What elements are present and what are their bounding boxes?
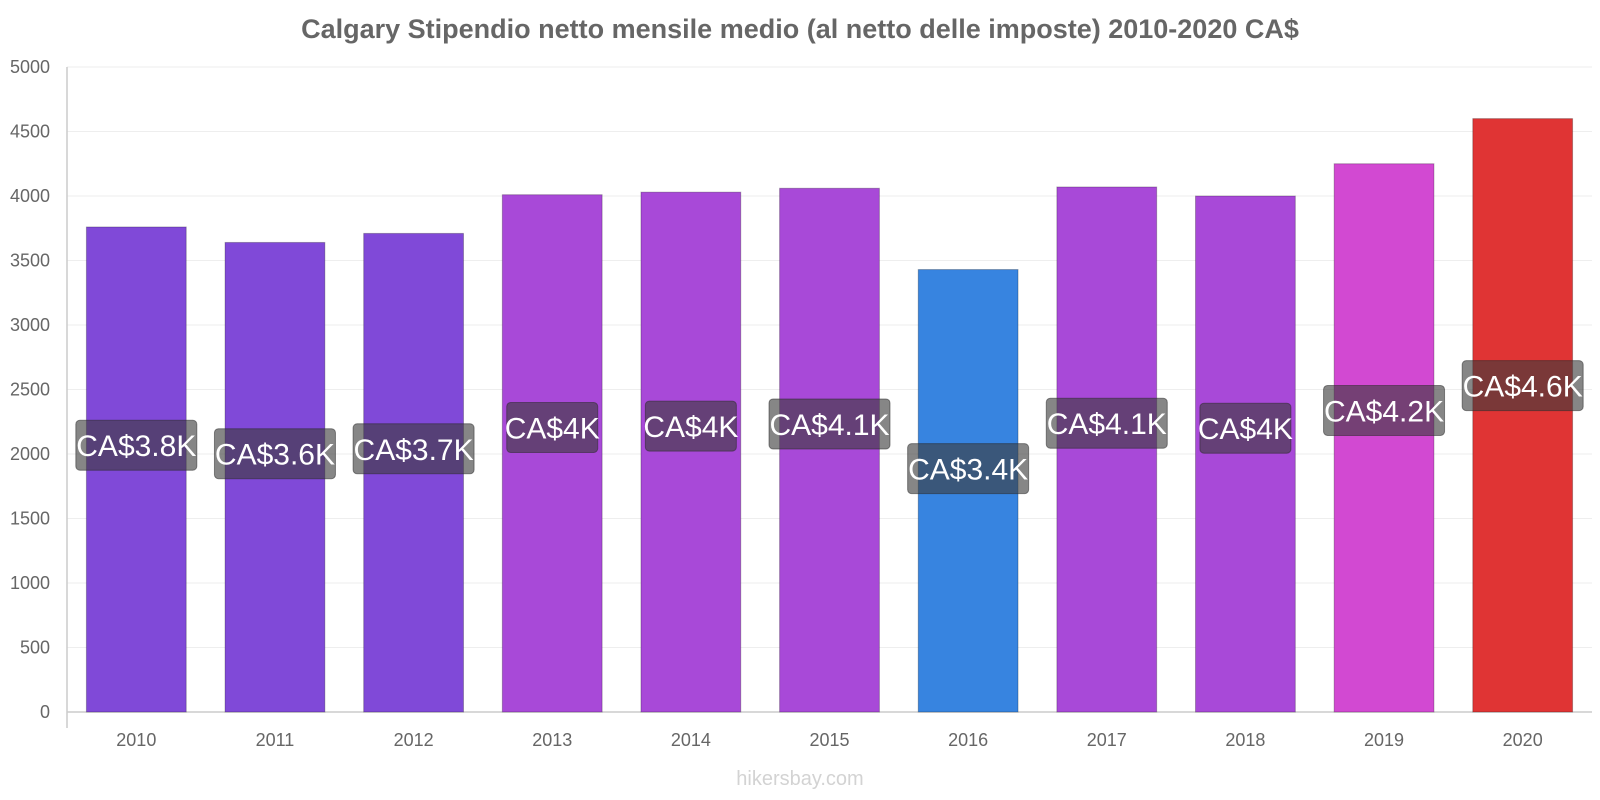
data-label-box xyxy=(768,398,891,450)
x-tick-labels: 2010 2011 2012 2013 2014 2015 2016 2017 2018 2019… xyxy=(116,730,1542,750)
data-label-box xyxy=(1199,402,1292,454)
x-tick-label: 2016 xyxy=(948,730,988,750)
bar[interactable] xyxy=(501,194,603,713)
bar[interactable] xyxy=(1195,195,1296,713)
data-label-box xyxy=(352,423,475,475)
y-tick-labels: 0 500 1000 1500 2000 2500 3000 3500 4000 4500 5000 xyxy=(10,57,50,722)
bar[interactable] xyxy=(1056,186,1158,713)
data-label-box xyxy=(506,401,599,453)
data-label: CA$3.4K xyxy=(908,454,1028,487)
bar[interactable] xyxy=(1472,118,1574,713)
data-label: CA$4.1K xyxy=(769,409,889,442)
data-label-box xyxy=(907,443,1030,495)
footer-credit[interactable]: hikersbay.com xyxy=(736,768,864,790)
data-label-box xyxy=(1045,397,1168,449)
data-label-box xyxy=(644,400,737,452)
data-label: CA$4.6K xyxy=(1463,371,1583,404)
x-tick-label: 2018 xyxy=(1225,730,1265,750)
x-tick-label: 2020 xyxy=(1503,730,1543,750)
chart-title: Calgary Stipendio netto mensile medio (a… xyxy=(301,14,1299,44)
y-tick-label: 2000 xyxy=(10,444,50,464)
data-label-box xyxy=(1461,360,1584,412)
y-tick-label: 3000 xyxy=(10,315,50,335)
y-tick-label: 4500 xyxy=(10,122,50,142)
data-label: CA$4K xyxy=(505,412,600,445)
x-tick-label: 2011 xyxy=(256,730,295,750)
x-tick-label: 2017 xyxy=(1087,730,1127,750)
bar[interactable] xyxy=(640,191,742,713)
x-tick-label: 2010 xyxy=(116,730,156,750)
x-tick-label: 2012 xyxy=(394,730,434,750)
y-tick-label: 5000 xyxy=(10,57,50,77)
bar-chart: 0 500 1000 1500 2000 2500 3000 3500 4000 4500 5000… xyxy=(10,57,1592,750)
y-tick-label: 0 xyxy=(40,702,50,722)
data-label-box xyxy=(75,419,198,471)
x-tick-label: 2013 xyxy=(532,730,572,750)
bar[interactable] xyxy=(1333,163,1435,713)
data-label: CA$3.6K xyxy=(215,439,335,472)
x-tick-label: 2019 xyxy=(1364,730,1404,750)
data-label-box xyxy=(1323,384,1446,436)
y-tick-label: 2500 xyxy=(10,380,50,400)
x-tick-label: 2014 xyxy=(671,730,711,750)
bar[interactable] xyxy=(779,187,880,713)
y-tick-label: 1500 xyxy=(10,509,50,529)
data-labels: CA$3.8K CA$3.6K CA$3.7K CA$4K CA$4K CA$4.1K CA… xyxy=(75,360,1584,495)
y-tick-label: 3500 xyxy=(10,251,50,271)
y-tick-label: 500 xyxy=(20,638,50,658)
data-label: CA$4K xyxy=(643,411,738,444)
data-label: CA$4.1K xyxy=(1047,408,1167,441)
data-label: CA$3.8K xyxy=(76,430,196,463)
x-tick-label: 2015 xyxy=(809,730,849,750)
data-label-box xyxy=(213,428,336,480)
y-tick-label: 4000 xyxy=(10,186,50,206)
data-label: CA$3.7K xyxy=(354,434,474,467)
data-label: CA$4K xyxy=(1198,413,1293,446)
y-tick-label: 1000 xyxy=(10,573,50,593)
data-label: CA$4.2K xyxy=(1324,395,1444,428)
